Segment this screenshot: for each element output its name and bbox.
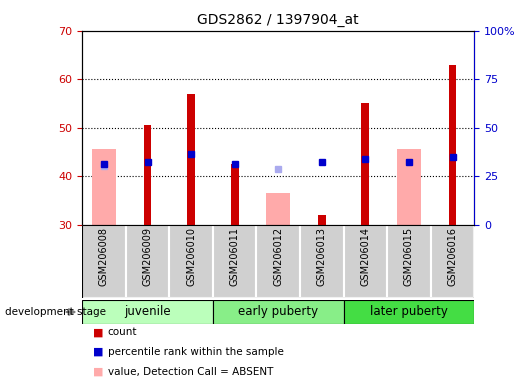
Bar [92,149,116,225]
Bar [361,103,369,225]
Bar [126,225,169,298]
Text: GDS2862 / 1397904_at: GDS2862 / 1397904_at [198,13,359,27]
Text: development stage: development stage [5,307,107,317]
Text: count: count [108,327,137,337]
Text: GSM206015: GSM206015 [404,227,414,286]
Bar [431,225,474,298]
Bar [343,300,474,324]
Text: ■: ■ [93,327,103,337]
Text: juvenile: juvenile [124,306,171,318]
Bar [300,225,343,298]
Bar [213,225,257,298]
Bar [82,225,126,298]
Text: percentile rank within the sample: percentile rank within the sample [108,347,284,357]
Bar [231,164,239,225]
Text: GSM206009: GSM206009 [143,227,153,286]
Bar [448,65,456,225]
Bar [169,225,213,298]
Bar [82,300,213,324]
Text: later puberty: later puberty [370,306,448,318]
Text: GSM206014: GSM206014 [360,227,370,286]
Text: GSM206016: GSM206016 [447,227,457,286]
Bar [397,149,421,225]
Text: ■: ■ [93,347,103,357]
Text: ■: ■ [93,367,103,377]
Text: value, Detection Call = ABSENT: value, Detection Call = ABSENT [108,367,273,377]
Bar [318,215,326,225]
Text: early puberty: early puberty [238,306,319,318]
Bar [257,225,300,298]
Text: GSM206010: GSM206010 [186,227,196,286]
Bar [187,94,195,225]
Bar [266,193,290,225]
Bar [387,225,431,298]
Text: GSM206008: GSM206008 [99,227,109,286]
Text: GSM206012: GSM206012 [273,227,283,286]
Bar [343,225,387,298]
Bar [144,125,152,225]
Text: GSM206011: GSM206011 [229,227,240,286]
Text: GSM206013: GSM206013 [317,227,327,286]
Bar [213,300,343,324]
